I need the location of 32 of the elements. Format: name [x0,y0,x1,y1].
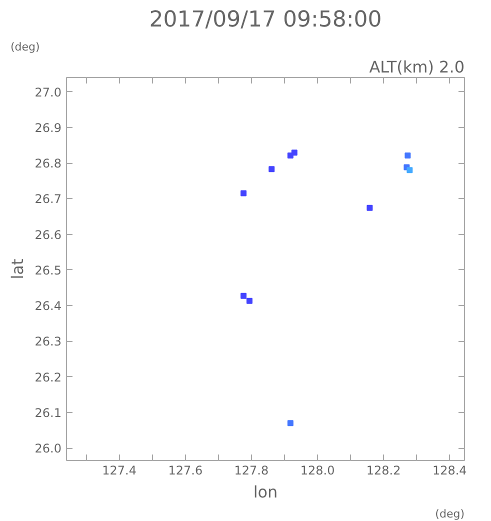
point [291,150,298,156]
y-tick-label: 26.3 [34,334,62,349]
text: (deg) [10,40,40,54]
y-axis-title: lat [8,258,27,280]
x-tick-label: 128.2 [366,464,401,478]
text: ALT(km) 2.0 [369,58,464,76]
point [240,292,247,299]
y-tick-label: 26.4 [34,299,62,314]
point [246,298,252,304]
x-tick-label: 128.4 [432,464,467,478]
point [268,166,275,172]
y-tick-label: 26.5 [34,263,62,278]
y-tick-label: 26.0 [34,442,62,456]
y-tick-label: 26.6 [34,228,62,242]
y-tick-label: 27.0 [34,85,62,100]
y-tick-label: 26.8 [34,156,62,171]
x-tick-label: 127.4 [102,464,137,478]
chart-title: 2017/09/17 09:58:00 [149,8,382,32]
point [287,420,294,426]
y-tick-label: 26.7 [34,192,62,206]
point [404,152,411,159]
text: (deg) [435,508,465,520]
x-axis-title: lon [253,482,278,502]
y-tick-label: 26.2 [34,370,62,384]
y-tick-label: 26.1 [34,406,62,420]
point [366,204,373,211]
y-tick-label: 26.9 [34,120,62,135]
x-tick-label: 127.6 [168,464,203,478]
x-tick-label: 128.0 [300,464,335,478]
x-tick-label: 127.8 [234,464,269,478]
point [240,190,247,196]
point [406,167,413,174]
